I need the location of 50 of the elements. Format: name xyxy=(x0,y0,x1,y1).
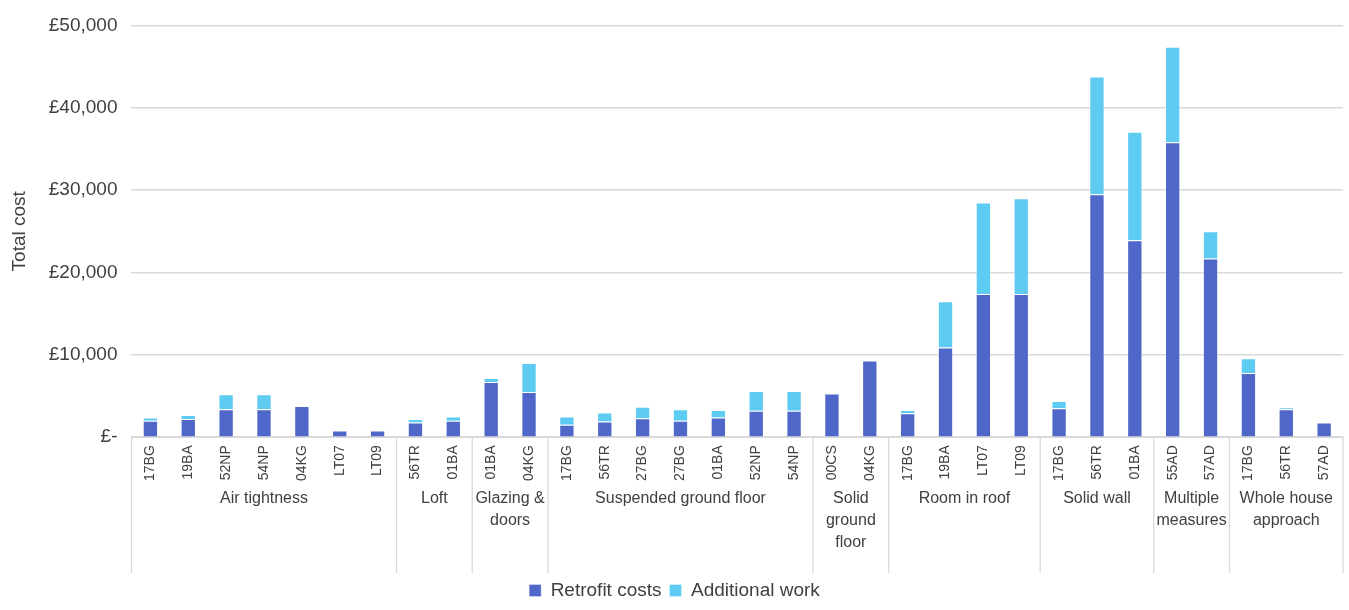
y-tick-label: £50,000 xyxy=(48,13,118,35)
text: Suspended ground floor xyxy=(595,489,767,507)
x-tick-label: 57AD xyxy=(1201,445,1218,481)
text: Solid wall xyxy=(1063,489,1131,507)
text: Glazing & doors xyxy=(475,489,546,529)
x-tick-label: 56TR xyxy=(1087,445,1104,480)
x-tick-label: 17BG xyxy=(557,445,574,482)
x-tick-label: 27BG xyxy=(633,445,650,482)
x-tick-label: 01BA xyxy=(709,444,726,480)
legend-label: Additional work xyxy=(691,578,821,600)
x-tick-label: 19BA xyxy=(936,444,953,480)
legend-label: Retrofit costs xyxy=(550,578,662,600)
x-tick-label: 56TR xyxy=(595,445,612,480)
x-tick-label: 04KG xyxy=(519,445,536,482)
x-tick-label: 17BG xyxy=(141,445,158,482)
x-tick-label: 17BG xyxy=(1239,445,1256,482)
x-tick-label: 27BG xyxy=(671,445,688,482)
x-tick-label: 52NP xyxy=(747,445,764,481)
y-tick-label: £10,000 xyxy=(48,343,118,365)
text: Whole house approach xyxy=(1239,489,1334,529)
x-tick-label: 00CS xyxy=(822,445,839,481)
y-axis-title: Total cost xyxy=(7,190,29,272)
x-tick-label: LT09 xyxy=(1012,444,1029,477)
x-tick-label: 01BA xyxy=(444,444,461,480)
x-tick-label: 01BA xyxy=(482,444,499,480)
text: Air tightness xyxy=(219,489,309,507)
x-tick-label: 54NP xyxy=(254,445,271,481)
x-tick-label: LT07 xyxy=(974,444,991,477)
x-tick-label: 04KG xyxy=(860,445,877,482)
y-tick-label: £- xyxy=(100,425,118,447)
x-tick-label: 01BA xyxy=(1125,444,1142,480)
x-tick-label: 54NP xyxy=(784,445,801,481)
text: Room in roof xyxy=(918,489,1011,507)
x-tick-label: 55AD xyxy=(1163,445,1180,481)
y-tick-label: £40,000 xyxy=(48,95,118,117)
x-tick-label: 19BA xyxy=(179,444,196,480)
x-tick-label: 57AD xyxy=(1315,445,1331,481)
y-tick-label: £20,000 xyxy=(48,260,118,282)
x-tick-label: 04KG xyxy=(292,445,309,482)
x-tick-label: LT09 xyxy=(368,444,385,477)
x-tick-label: LT07 xyxy=(330,444,347,477)
x-tick-label: 52NP xyxy=(216,445,233,481)
y-tick-label: £30,000 xyxy=(48,178,118,200)
text: Loft xyxy=(421,489,449,507)
x-tick-label: 17BG xyxy=(898,445,915,482)
x-tick-label: 17BG xyxy=(1049,445,1066,482)
x-tick-label: 56TR xyxy=(1277,445,1294,480)
text: Multiple measures xyxy=(1156,489,1227,529)
x-tick-label: 56TR xyxy=(406,445,423,480)
text: Solid ground floor xyxy=(825,489,876,551)
